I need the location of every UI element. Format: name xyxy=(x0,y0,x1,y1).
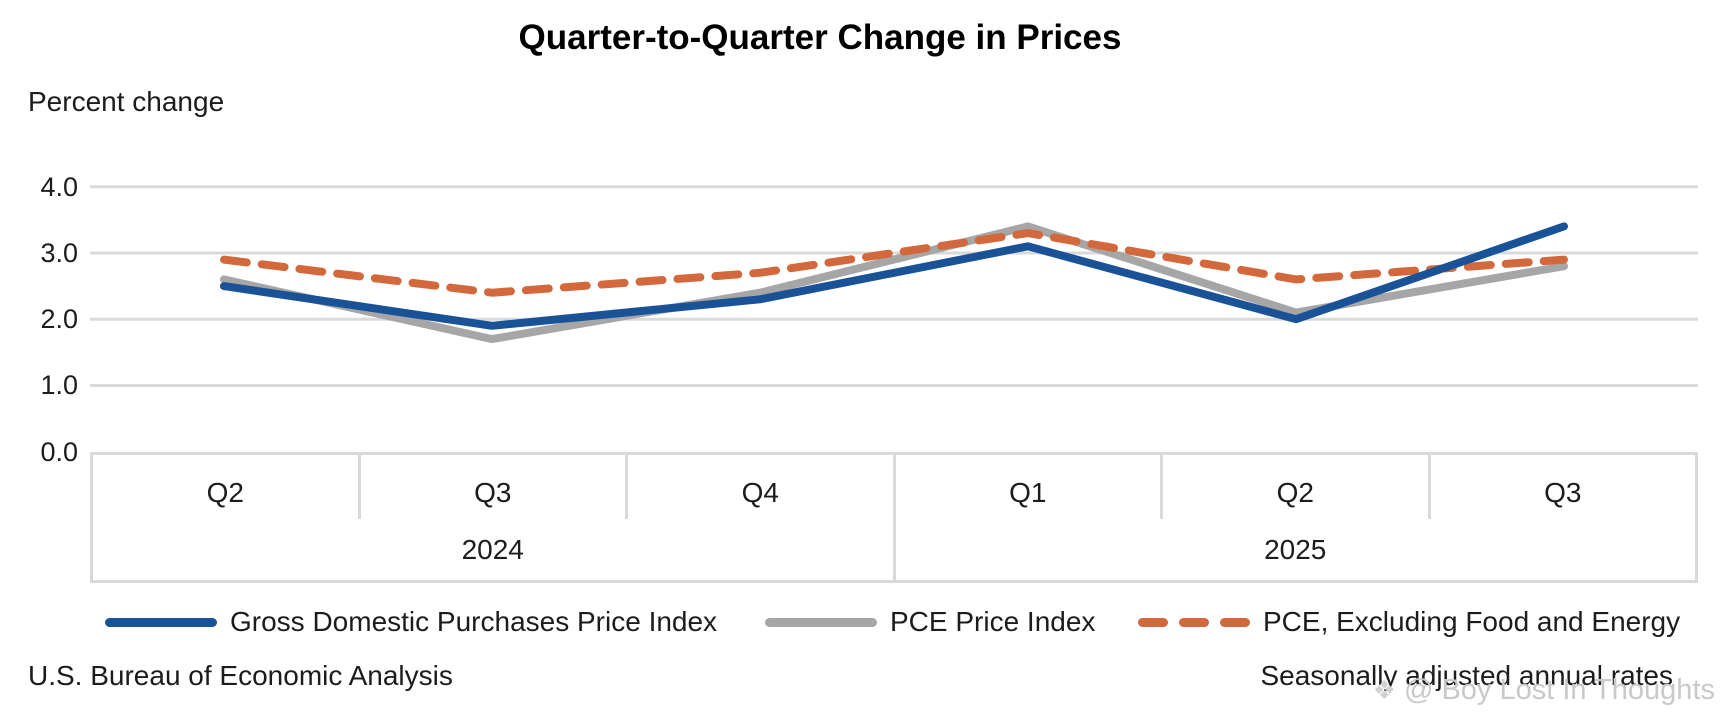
legend-item-gross-domestic-purchases-price-index: Gross Domestic Purchases Price Index xyxy=(105,600,717,644)
y-axis-caption: Percent change xyxy=(28,86,225,117)
y-axis-tick-label: 3.0 xyxy=(40,237,78,268)
x-axis-quarter-label: Q3 xyxy=(1544,477,1582,508)
y-axis-tick-label: 0.0 xyxy=(40,436,78,467)
legend-item-pce-excluding-food-and-energy: PCE, Excluding Food and Energy xyxy=(1138,600,1680,644)
legend-dashed-line-swatch xyxy=(1138,617,1250,627)
x-axis-quarter-label: Q4 xyxy=(628,455,896,519)
x-axis-category-box: Q2 Q3 Q4 Q1 Q2 Q3 2024 2025 xyxy=(90,452,1698,583)
legend-label: Gross Domestic Purchases Price Index xyxy=(230,606,718,637)
x-axis-quarter-label: Q2 xyxy=(1163,455,1431,519)
x-axis-quarter-label: Q2 xyxy=(93,455,361,519)
legend-label: PCE, Excluding Food and Energy xyxy=(1263,606,1681,637)
watermark-text: @ Boy Lost In Thoughts xyxy=(1403,674,1715,706)
series-line-0 xyxy=(220,222,1568,330)
note-text: Seasonally adjusted annual rates xyxy=(1260,660,1673,691)
y-axis-tick-label: 4.0 xyxy=(40,171,78,202)
series-line-2 xyxy=(220,229,1568,297)
x-axis-quarter-label: Q1 xyxy=(896,455,1163,519)
x-axis-year-label: 2025 xyxy=(1264,533,1327,565)
legend-solid-line-swatch xyxy=(765,617,877,627)
y-axis-tick-label: 2.0 xyxy=(40,304,78,335)
x-axis-quarter-label: Q3 xyxy=(361,455,628,519)
legend-item-pce-price-index: PCE Price Index xyxy=(765,600,1095,644)
y-axis-tick-label: 1.0 xyxy=(40,370,78,401)
plot-area xyxy=(90,185,1698,387)
x-axis-year-label: 2024 xyxy=(93,519,896,580)
watermark: ❖ @ Boy Lost In Thoughts xyxy=(1373,674,1715,707)
quarter-row: Q2 Q3 Q4 Q1 Q2 Q3 xyxy=(93,455,1695,519)
year-row: 2024 2025 xyxy=(93,519,1695,580)
legend-solid-line-swatch xyxy=(105,617,217,627)
legend-label: PCE Price Index xyxy=(890,606,1096,637)
source-text: U.S. Bureau of Economic Analysis xyxy=(28,660,453,691)
chart-title: Quarter-to-Quarter Change in Prices xyxy=(518,18,1122,57)
diamond-icon: ❖ xyxy=(1372,675,1396,705)
